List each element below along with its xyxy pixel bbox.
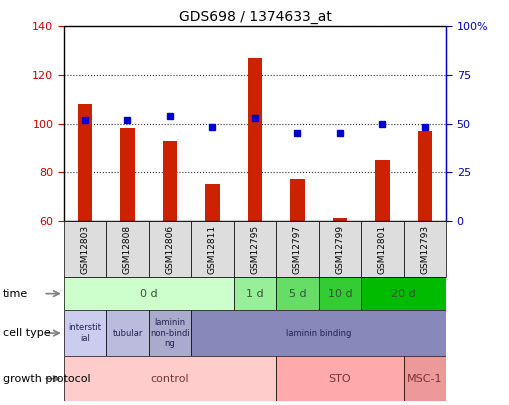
Bar: [374, 160, 389, 221]
Text: GSM12793: GSM12793: [420, 224, 429, 274]
Text: laminin binding: laminin binding: [286, 328, 351, 338]
Text: GSM12811: GSM12811: [208, 224, 216, 274]
Text: 10 d: 10 d: [327, 289, 352, 298]
Text: GSM12808: GSM12808: [123, 224, 132, 274]
Bar: [403, 221, 445, 277]
Text: MSC-1: MSC-1: [407, 374, 442, 384]
Bar: [191, 310, 445, 356]
Text: GSM12801: GSM12801: [377, 224, 386, 274]
Bar: [276, 277, 318, 310]
Text: cell type: cell type: [3, 328, 50, 338]
Bar: [247, 58, 262, 221]
Text: STO: STO: [328, 374, 351, 384]
Bar: [120, 128, 135, 221]
Text: 1 d: 1 d: [246, 289, 263, 298]
Bar: [233, 277, 276, 310]
Text: GSM12797: GSM12797: [293, 224, 301, 274]
Bar: [233, 221, 276, 277]
Bar: [403, 356, 445, 401]
Text: GSM12795: GSM12795: [250, 224, 259, 274]
Bar: [64, 277, 233, 310]
Text: GSM12806: GSM12806: [165, 224, 174, 274]
Bar: [318, 221, 360, 277]
Text: interstit
ial: interstit ial: [68, 324, 101, 343]
Bar: [106, 310, 149, 356]
Text: GSM12803: GSM12803: [80, 224, 89, 274]
Text: 20 d: 20 d: [390, 289, 415, 298]
Text: tubular: tubular: [112, 328, 143, 338]
Bar: [417, 131, 432, 221]
Bar: [276, 356, 403, 401]
Bar: [205, 184, 219, 221]
Bar: [149, 221, 191, 277]
Bar: [318, 277, 360, 310]
Bar: [360, 221, 403, 277]
Bar: [360, 277, 445, 310]
Text: GDS698 / 1374633_at: GDS698 / 1374633_at: [178, 10, 331, 24]
Text: GSM12799: GSM12799: [335, 224, 344, 274]
Text: time: time: [3, 289, 28, 298]
Text: laminin
non-bindi
ng: laminin non-bindi ng: [150, 318, 189, 348]
Bar: [64, 221, 106, 277]
Text: control: control: [150, 374, 189, 384]
Bar: [276, 221, 318, 277]
Bar: [64, 310, 106, 356]
Bar: [106, 221, 149, 277]
Text: 5 d: 5 d: [288, 289, 306, 298]
Bar: [290, 179, 304, 221]
Bar: [64, 356, 276, 401]
Text: growth protocol: growth protocol: [3, 374, 90, 384]
Bar: [149, 310, 191, 356]
Bar: [191, 221, 233, 277]
Bar: [64, 26, 445, 221]
Bar: [77, 104, 92, 221]
Bar: [162, 141, 177, 221]
Text: 0 d: 0 d: [139, 289, 157, 298]
Bar: [332, 218, 347, 221]
